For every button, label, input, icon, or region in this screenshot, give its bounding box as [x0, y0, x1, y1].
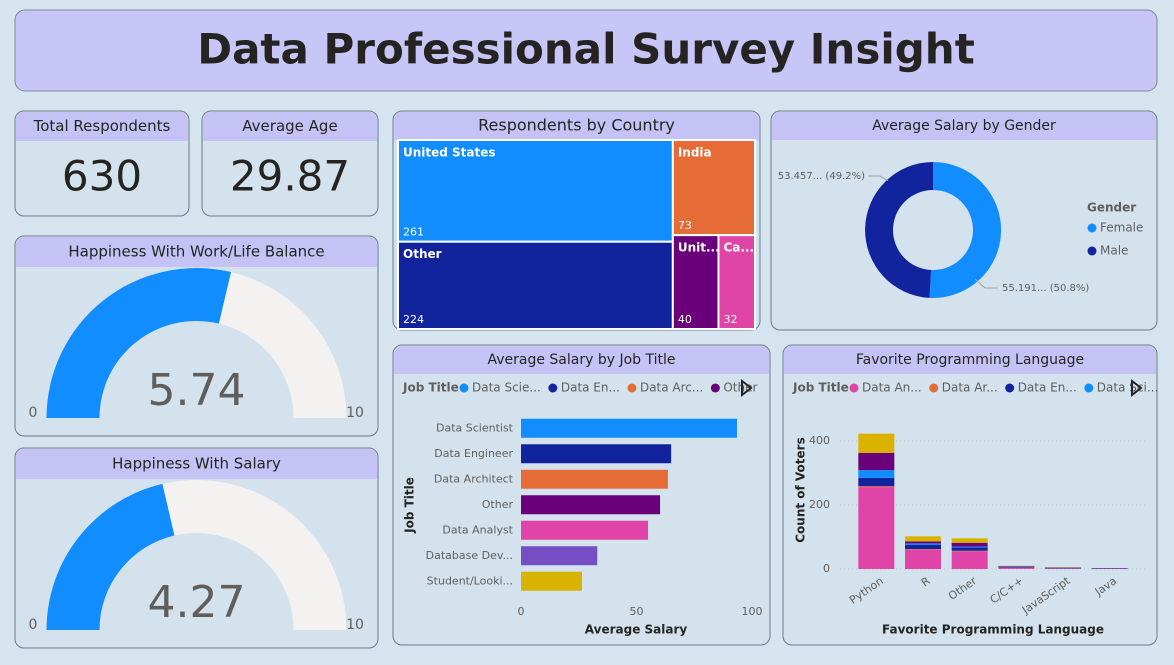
- bar-segment: [998, 568, 1034, 569]
- bar-segment: [998, 566, 1034, 567]
- bar-segment: [952, 551, 988, 552]
- treemap-label: India: [678, 146, 712, 160]
- bar-segment: [905, 536, 941, 541]
- kpi-value: 29.87: [230, 152, 350, 201]
- dashboard-title: Data Professional Survey Insight: [197, 25, 975, 74]
- legend-dot: [1088, 224, 1097, 233]
- data-label: 55.191... (50.8%): [1002, 283, 1089, 294]
- bar-segment: [858, 470, 894, 478]
- legend-dot: [460, 384, 469, 393]
- legend-dot: [1088, 247, 1097, 256]
- panel-title: Favorite Programming Language: [856, 352, 1084, 368]
- y-tick-label: 0: [823, 562, 830, 575]
- panel-title: Average Age: [242, 117, 337, 135]
- panel-title: Average Salary by Gender: [872, 118, 1056, 134]
- legend-dot: [548, 384, 557, 393]
- y-tick-label: 400: [809, 434, 830, 447]
- panel-title: Happiness With Salary: [112, 455, 281, 473]
- panel-title: Total Respondents: [33, 117, 171, 135]
- kpi-value: 630: [62, 152, 142, 201]
- legend-dot: [850, 384, 859, 393]
- bar-segment: [905, 545, 941, 549]
- bar-segment: [905, 549, 941, 550]
- gauge-min: 0: [29, 617, 38, 633]
- gauge-max: 10: [346, 405, 364, 421]
- gauge-value: 4.27: [148, 577, 246, 628]
- y-tick-label: Data Architect: [434, 472, 514, 485]
- legend-item: Data An...: [862, 381, 922, 395]
- legend-item: Female: [1100, 221, 1143, 235]
- bar-segment: [952, 543, 988, 547]
- bar: [521, 572, 582, 591]
- legend-title: Job Title: [402, 381, 459, 395]
- bar-segment: [905, 543, 941, 544]
- bar-segment: [952, 547, 988, 548]
- bar-segment: [858, 434, 894, 453]
- gauge-min: 0: [29, 405, 38, 421]
- x-tick-label: 0: [518, 605, 525, 618]
- bar-segment: [952, 538, 988, 542]
- legend-dot: [1084, 384, 1093, 393]
- bar-segment: [858, 453, 894, 470]
- bar: [521, 470, 668, 489]
- x-axis-title: Favorite Programming Language: [882, 623, 1104, 637]
- panel-title: Respondents by Country: [478, 116, 675, 135]
- bar-segment: [1045, 568, 1081, 569]
- data-label: 53.457... (49.2%): [778, 171, 865, 182]
- bar: [521, 419, 737, 438]
- treemap-value: 32: [723, 313, 737, 326]
- treemap-label: Ca...: [723, 241, 754, 255]
- treemap-value: 40: [678, 313, 692, 326]
- y-tick-label: Database Dev...: [426, 549, 513, 562]
- legend-dot: [711, 384, 720, 393]
- y-tick-label: Other: [482, 498, 514, 511]
- bar: [521, 444, 671, 463]
- bar-segment: [952, 548, 988, 551]
- x-axis-title: Average Salary: [585, 623, 688, 637]
- gauge-max: 10: [346, 617, 364, 633]
- legend-item: Data En...: [1018, 381, 1077, 395]
- y-tick-label: Data Engineer: [434, 447, 513, 460]
- treemap-label: Other: [403, 247, 442, 261]
- legend-item: Other: [723, 381, 757, 395]
- bar-segment: [858, 486, 894, 487]
- legend-item: Data Ar...: [942, 381, 998, 395]
- bar-segment: [905, 541, 941, 543]
- panel-title: Happiness With Work/Life Balance: [68, 243, 324, 261]
- legend-dot: [627, 384, 636, 393]
- legend-title: Gender: [1087, 201, 1136, 215]
- legend-item: Data Scie...: [472, 381, 541, 395]
- bar: [521, 546, 597, 565]
- y-axis-title: Count of Voters: [794, 437, 808, 543]
- y-tick-label: Data Scientist: [436, 421, 514, 434]
- treemap-label: Unit...: [678, 241, 720, 255]
- y-tick-label: 200: [809, 498, 830, 511]
- x-tick-label: 50: [630, 605, 644, 618]
- panel-title: Average Salary by Job Title: [487, 352, 675, 368]
- legend-item: Data Sci...: [1097, 381, 1158, 395]
- bar-segment: [905, 550, 941, 569]
- bar-segment: [998, 567, 1034, 568]
- bar: [521, 495, 660, 514]
- treemap-label: United States: [403, 146, 496, 160]
- legend-item: Data Arc...: [640, 381, 703, 395]
- bar-segment: [858, 478, 894, 486]
- legend-dot: [929, 384, 938, 393]
- treemap-value: 224: [403, 313, 424, 326]
- gauge-value: 5.74: [148, 365, 246, 416]
- legend-title: Job Title: [792, 381, 849, 395]
- bar-segment: [858, 487, 894, 569]
- x-tick-label: 100: [742, 605, 763, 618]
- legend-dot: [1005, 384, 1014, 393]
- y-tick-label: Data Analyst: [442, 523, 513, 536]
- y-axis-title: Job Title: [403, 477, 417, 534]
- bar-segment: [952, 551, 988, 569]
- treemap-value: 73: [678, 219, 692, 232]
- legend-item: Male: [1100, 244, 1128, 258]
- legend-item: Data En...: [561, 381, 620, 395]
- y-tick-label: Student/Looki...: [427, 574, 513, 587]
- bar: [521, 521, 648, 540]
- treemap-value: 261: [403, 226, 424, 239]
